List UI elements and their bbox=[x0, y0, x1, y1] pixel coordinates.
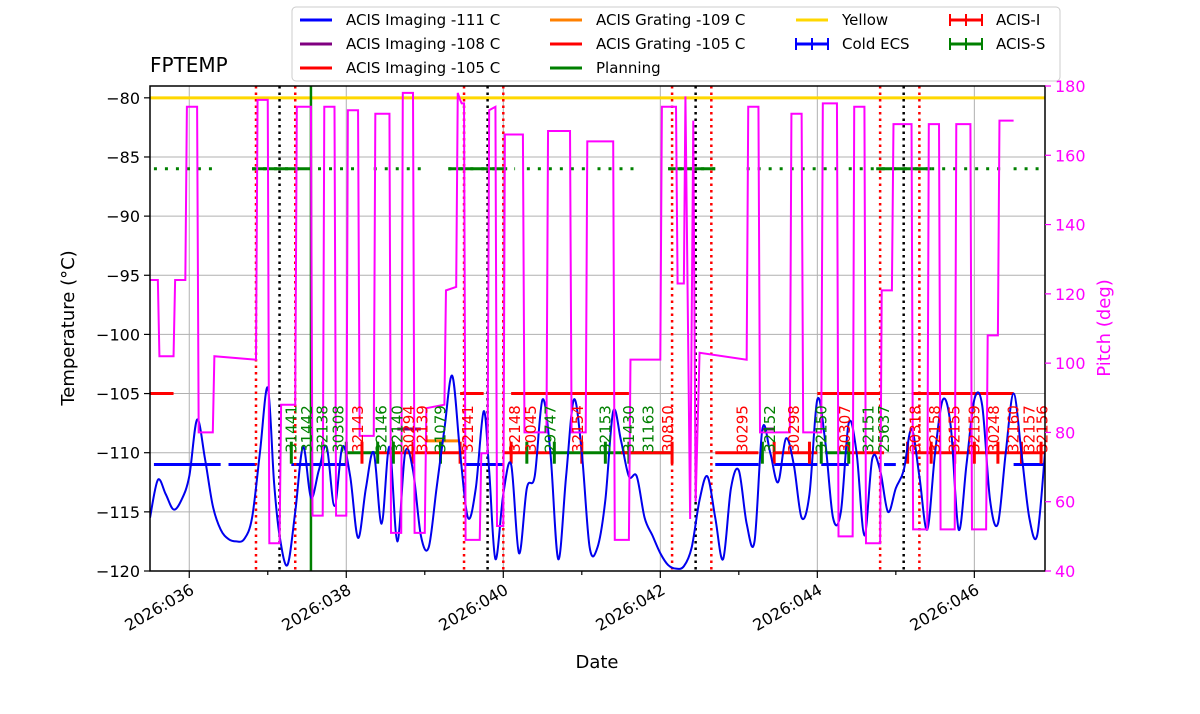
legend-item: ACIS-I bbox=[949, 11, 1040, 29]
legend-frame bbox=[291, 6, 1061, 82]
legend: ACIS Imaging -111 C ACIS Imaging -108 C AC… bbox=[291, 6, 1061, 82]
obsid-label: 32155 bbox=[946, 405, 964, 453]
plot-frame bbox=[149, 85, 1046, 572]
y2-tick-label: 40 bbox=[1055, 562, 1075, 581]
legend-label: ACIS-I bbox=[996, 11, 1040, 29]
y-tick-label: −85 bbox=[106, 148, 140, 167]
x-tick-label: 2026:044 bbox=[749, 580, 825, 635]
x-axis-label: Date bbox=[575, 652, 618, 673]
obsid-label: 32158 bbox=[926, 405, 944, 453]
obsid-label: 30298 bbox=[785, 405, 803, 453]
y-tick-label: −100 bbox=[96, 325, 140, 344]
obsid-label: 30295 bbox=[734, 405, 752, 453]
legend-label: Planning bbox=[596, 59, 661, 77]
legend-item: ACIS-S bbox=[949, 35, 1045, 53]
obsid-label: 30248 bbox=[985, 405, 1003, 453]
obsid-label: 32153 bbox=[596, 405, 614, 453]
obsid-label: 32157 bbox=[1020, 405, 1038, 453]
obsid-label: 30308 bbox=[329, 405, 347, 453]
obsid-label: 32139 bbox=[413, 405, 431, 453]
legend-label: Yellow bbox=[841, 11, 888, 29]
obsid-label: 32151 bbox=[859, 405, 877, 453]
obsid-label: 32141 bbox=[459, 405, 477, 453]
legend-label: ACIS Imaging -105 C bbox=[346, 59, 500, 77]
legend-item: Cold ECS bbox=[795, 35, 910, 53]
x-tick-label: 2026:038 bbox=[278, 580, 354, 635]
y-tick-label: −80 bbox=[106, 89, 140, 108]
legend-item: Planning bbox=[550, 59, 661, 77]
y2-tick-label: 120 bbox=[1055, 285, 1086, 304]
legend-label: ACIS-S bbox=[996, 35, 1045, 53]
obsid-label: 32160 bbox=[1005, 405, 1023, 453]
obsid-label: 29747 bbox=[541, 405, 559, 453]
chart-title: FPTEMP bbox=[150, 53, 228, 77]
obsid-label: 31441 bbox=[282, 405, 300, 453]
obsid-label: 32140 bbox=[388, 405, 406, 453]
y-tick-label: −120 bbox=[96, 562, 140, 581]
obsid-label: 31163 bbox=[640, 405, 658, 453]
y2-tick-label: 80 bbox=[1055, 423, 1075, 442]
obsid-label: 32152 bbox=[761, 405, 779, 453]
obsid-label: 31079 bbox=[431, 405, 449, 453]
legend-label: ACIS Imaging -111 C bbox=[346, 11, 500, 29]
obsid-label: 32143 bbox=[349, 405, 367, 453]
obsid-label: 25637 bbox=[875, 405, 893, 453]
x-tick-label: 2026:046 bbox=[906, 580, 982, 635]
x-tick-label: 2026:040 bbox=[435, 580, 511, 635]
obsid-label: 30307 bbox=[836, 405, 854, 453]
legend-label: ACIS Imaging -108 C bbox=[346, 35, 500, 53]
y2-tick-label: 100 bbox=[1055, 354, 1086, 373]
y2-tick-label: 60 bbox=[1055, 493, 1075, 512]
y2-tick-label: 140 bbox=[1055, 216, 1086, 235]
obsid-label: 32146 bbox=[373, 405, 391, 453]
y-axis-label: Temperature (°C) bbox=[58, 250, 79, 406]
obsid-label: 30850 bbox=[659, 405, 677, 453]
legend-label: Cold ECS bbox=[842, 35, 910, 53]
legend-label: ACIS Grating -105 C bbox=[596, 35, 745, 53]
x-tick-label: 2026:036 bbox=[121, 580, 197, 635]
x-tick-label: 2026:042 bbox=[592, 580, 668, 635]
y-tick-label: −90 bbox=[106, 207, 140, 226]
obsid-label: 31442 bbox=[298, 405, 316, 453]
obsid-label: 31430 bbox=[620, 405, 638, 453]
y-tick-label: −110 bbox=[96, 444, 140, 463]
y2-tick-label: 160 bbox=[1055, 146, 1086, 165]
legend-item: ACIS Imaging -111 C bbox=[300, 11, 500, 29]
y-tick-label: −105 bbox=[96, 385, 140, 404]
obsid-label: 30318 bbox=[906, 405, 924, 453]
obsid-label: 32148 bbox=[506, 405, 524, 453]
obsid-label: 32150 bbox=[812, 405, 830, 453]
obsid-label: 32159 bbox=[965, 405, 983, 453]
y-tick-label: −95 bbox=[106, 266, 140, 285]
legend-label: ACIS Grating -109 C bbox=[596, 11, 745, 29]
obsid-label: 30294 bbox=[400, 405, 418, 453]
pitch-series-line bbox=[150, 91, 1014, 545]
y2-tick-label: 180 bbox=[1055, 77, 1086, 96]
obsid-label: 32154 bbox=[569, 405, 587, 453]
y-tick-label: −115 bbox=[96, 503, 140, 522]
legend-item: ACIS Grating -105 C bbox=[550, 35, 745, 53]
obsid-label: 32138 bbox=[314, 405, 332, 453]
y2-axis-label: Pitch (deg) bbox=[1094, 279, 1115, 377]
legend-item: ACIS Imaging -105 C bbox=[300, 59, 500, 77]
obsid-label: 30045 bbox=[522, 405, 540, 453]
legend-item: Yellow bbox=[796, 11, 888, 29]
obsid-label: 32156 bbox=[1034, 405, 1052, 453]
legend-item: ACIS Grating -109 C bbox=[550, 11, 745, 29]
legend-item: ACIS Imaging -108 C bbox=[300, 35, 500, 53]
fptemp-series-line bbox=[150, 374, 1045, 570]
